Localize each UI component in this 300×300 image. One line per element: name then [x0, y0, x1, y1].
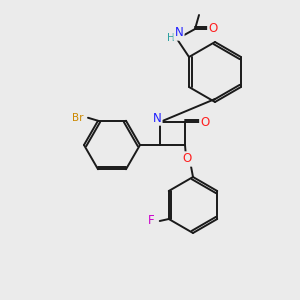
Text: F: F	[147, 214, 154, 227]
Text: H: H	[167, 33, 175, 43]
Text: O: O	[208, 22, 217, 35]
Text: N: N	[175, 26, 183, 40]
Text: O: O	[200, 116, 210, 128]
Text: N: N	[153, 112, 161, 124]
Text: Br: Br	[72, 113, 84, 123]
Text: O: O	[182, 152, 192, 166]
